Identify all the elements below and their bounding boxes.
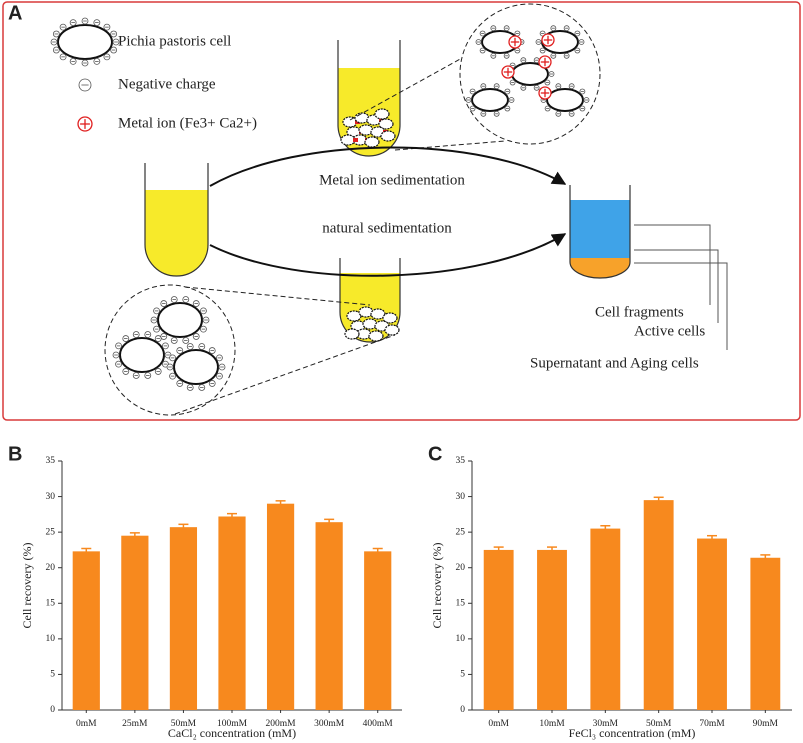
y-tick-label: 10 (46, 634, 56, 644)
y-tick-label: 30 (46, 492, 56, 502)
leader-line (634, 224, 711, 305)
tube (144, 163, 209, 277)
ion-dot (353, 138, 358, 142)
cell (344, 328, 360, 340)
cell (157, 302, 203, 338)
panel-a-frame (2, 1, 801, 421)
legend-text: Metal ion (Fe3+ Ca2+) (118, 115, 257, 131)
y-tick-label: 5 (50, 670, 55, 680)
y-tick-label: 0 (460, 705, 465, 715)
panel-label: C (428, 443, 442, 465)
tube-liquid (570, 258, 630, 278)
x-tick-label: 400mM (363, 719, 394, 729)
legend-text: Negative charge (118, 76, 216, 92)
x-axis-label: CaCl₂ concentration (mM) (168, 726, 296, 740)
panel-label: B (8, 443, 22, 465)
cell (57, 24, 113, 60)
x-tick-label: 200mM (266, 719, 297, 729)
x-tick-label: 25mM (122, 719, 148, 729)
leader-line (634, 262, 728, 350)
y-tick-label: 5 (460, 670, 465, 680)
cell (358, 306, 374, 318)
tube (339, 258, 401, 343)
bar (72, 551, 100, 710)
y-tick-label: 10 (456, 634, 466, 644)
cell (374, 108, 390, 120)
x-axis-label: FeCl₃ concentration (mM) (569, 726, 696, 740)
x-tick-label: 90mM (753, 719, 779, 729)
legend-text: Pichia pastoris cell (118, 33, 231, 49)
zoom-circle (104, 284, 236, 416)
cell (354, 112, 370, 124)
tube-liquid (145, 190, 208, 277)
y-tick-label: 20 (46, 563, 56, 573)
x-tick-label: 50mM (646, 719, 672, 729)
x-tick-label: 0mM (76, 719, 97, 729)
cell (546, 88, 584, 112)
cell (382, 312, 398, 324)
layer-label: Supernatant and Aging cells (530, 355, 699, 371)
cell (471, 88, 509, 112)
cell (370, 308, 386, 320)
zoom-line (349, 57, 463, 121)
tube-liquid (570, 200, 630, 258)
zoom-line (184, 286, 371, 306)
panel-label: A (8, 2, 22, 24)
y-axis-label: Cell recovery (%) (20, 543, 34, 629)
x-tick-label: 100mM (217, 719, 248, 729)
y-tick-label: 15 (46, 598, 56, 608)
tube (569, 185, 631, 279)
bar (364, 551, 392, 710)
cell (380, 130, 396, 142)
x-tick-label: 0mM (488, 719, 509, 729)
bar (483, 549, 514, 710)
cell (368, 330, 384, 342)
arrow-label: natural sedimentation (322, 220, 452, 236)
y-tick-label: 35 (456, 456, 466, 466)
x-tick-label: 300mM (314, 719, 345, 729)
bar (169, 527, 198, 710)
cell (340, 134, 356, 146)
y-axis-label: Cell recovery (%) (430, 543, 444, 629)
arrow-label: Metal ion sedimentation (319, 172, 465, 188)
bar (266, 503, 295, 710)
tube (337, 40, 401, 157)
leader-line (634, 249, 719, 323)
y-tick-label: 0 (50, 705, 55, 715)
x-tick-label: 50mM (171, 719, 197, 729)
bar (537, 549, 567, 710)
x-tick-label: 30mM (593, 719, 619, 729)
cell (364, 136, 380, 148)
cell (173, 349, 219, 385)
x-tick-label: 10mM (539, 719, 565, 729)
y-tick-label: 30 (456, 492, 466, 502)
cell (362, 318, 378, 330)
arrow (209, 146, 567, 187)
layer-label: Cell fragments (595, 304, 684, 320)
bar (315, 522, 343, 710)
y-tick-label: 20 (456, 563, 466, 573)
cell (384, 324, 400, 336)
cell (358, 124, 374, 136)
cell (378, 118, 394, 130)
cell (346, 310, 362, 322)
bar (697, 538, 727, 710)
y-tick-label: 25 (456, 527, 466, 537)
x-tick-label: 70mM (699, 719, 725, 729)
layer-label: Active cells (634, 323, 705, 339)
arrow (209, 233, 567, 277)
ion-dot (379, 118, 384, 122)
bar (643, 500, 674, 710)
y-tick-label: 25 (46, 527, 56, 537)
bar (218, 516, 246, 710)
bar (121, 535, 149, 710)
bar (750, 557, 781, 710)
y-tick-label: 15 (456, 598, 466, 608)
cell (119, 337, 165, 373)
zoom-line (174, 334, 396, 415)
bar (590, 528, 621, 710)
y-tick-label: 35 (46, 456, 56, 466)
zoom-circle (459, 3, 601, 145)
